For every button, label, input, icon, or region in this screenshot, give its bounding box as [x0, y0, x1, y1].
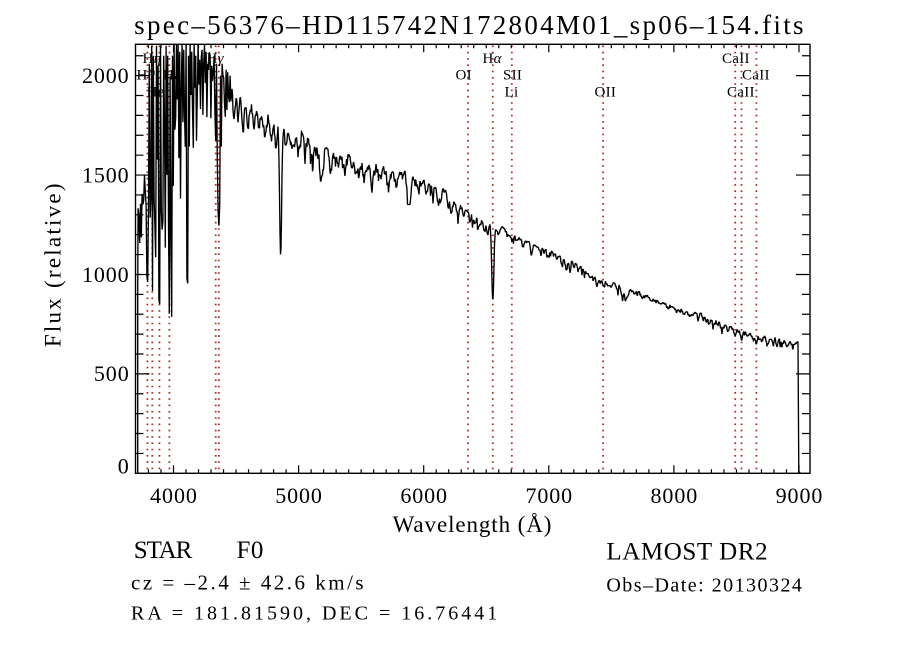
svg-text:8000: 8000: [651, 483, 699, 508]
svg-text:LAMOST DR2: LAMOST DR2: [606, 539, 768, 566]
svg-text:CaII: CaII: [742, 68, 770, 84]
svg-text:4000: 4000: [150, 483, 198, 508]
svg-text:5000: 5000: [275, 483, 323, 508]
svg-text:CaII: CaII: [722, 51, 750, 67]
svg-text:F0: F0: [237, 537, 264, 564]
svg-text:1500: 1500: [82, 162, 130, 187]
svg-text:6000: 6000: [400, 483, 448, 508]
svg-text:RA = 181.81590, DEC = 16.7644: RA = 181.81590, DEC = 16.76441: [131, 602, 500, 624]
svg-text:STAR: STAR: [134, 537, 193, 564]
svg-text:spec–56376–HD115742N172804M01_: spec–56376–HD115742N172804M01_sp06–154.f…: [134, 10, 806, 40]
svg-text:Hη: Hη: [143, 51, 162, 67]
svg-text:cz = –2.4 ± 42.6 km/s: cz = –2.4 ± 42.6 km/s: [131, 571, 366, 595]
svg-text:2000: 2000: [82, 63, 130, 88]
svg-text:HeI: HeI: [147, 85, 170, 101]
svg-text:OII: OII: [595, 85, 617, 101]
svg-text:OI: OI: [456, 68, 472, 84]
svg-text:Li: Li: [505, 85, 519, 101]
svg-text:Hθ: Hθ: [137, 68, 156, 84]
svg-text:500: 500: [94, 361, 130, 386]
svg-text:Hγ: Hγ: [207, 51, 225, 67]
svg-text:9000: 9000: [776, 483, 824, 508]
svg-text:7000: 7000: [525, 483, 573, 508]
svg-text:1000: 1000: [82, 262, 130, 287]
svg-text:Hα: Hα: [483, 51, 503, 67]
svg-text:SII: SII: [503, 68, 522, 84]
svg-text:CaII: CaII: [727, 85, 755, 101]
svg-text:0: 0: [118, 454, 130, 479]
svg-text:Wavelength (Å): Wavelength (Å): [393, 512, 553, 537]
svg-text:Hε: Hε: [163, 68, 180, 84]
svg-text:Flux (relative): Flux (relative): [41, 181, 66, 347]
svg-text:Obs–Date: 20130324: Obs–Date: 20130324: [606, 575, 803, 597]
